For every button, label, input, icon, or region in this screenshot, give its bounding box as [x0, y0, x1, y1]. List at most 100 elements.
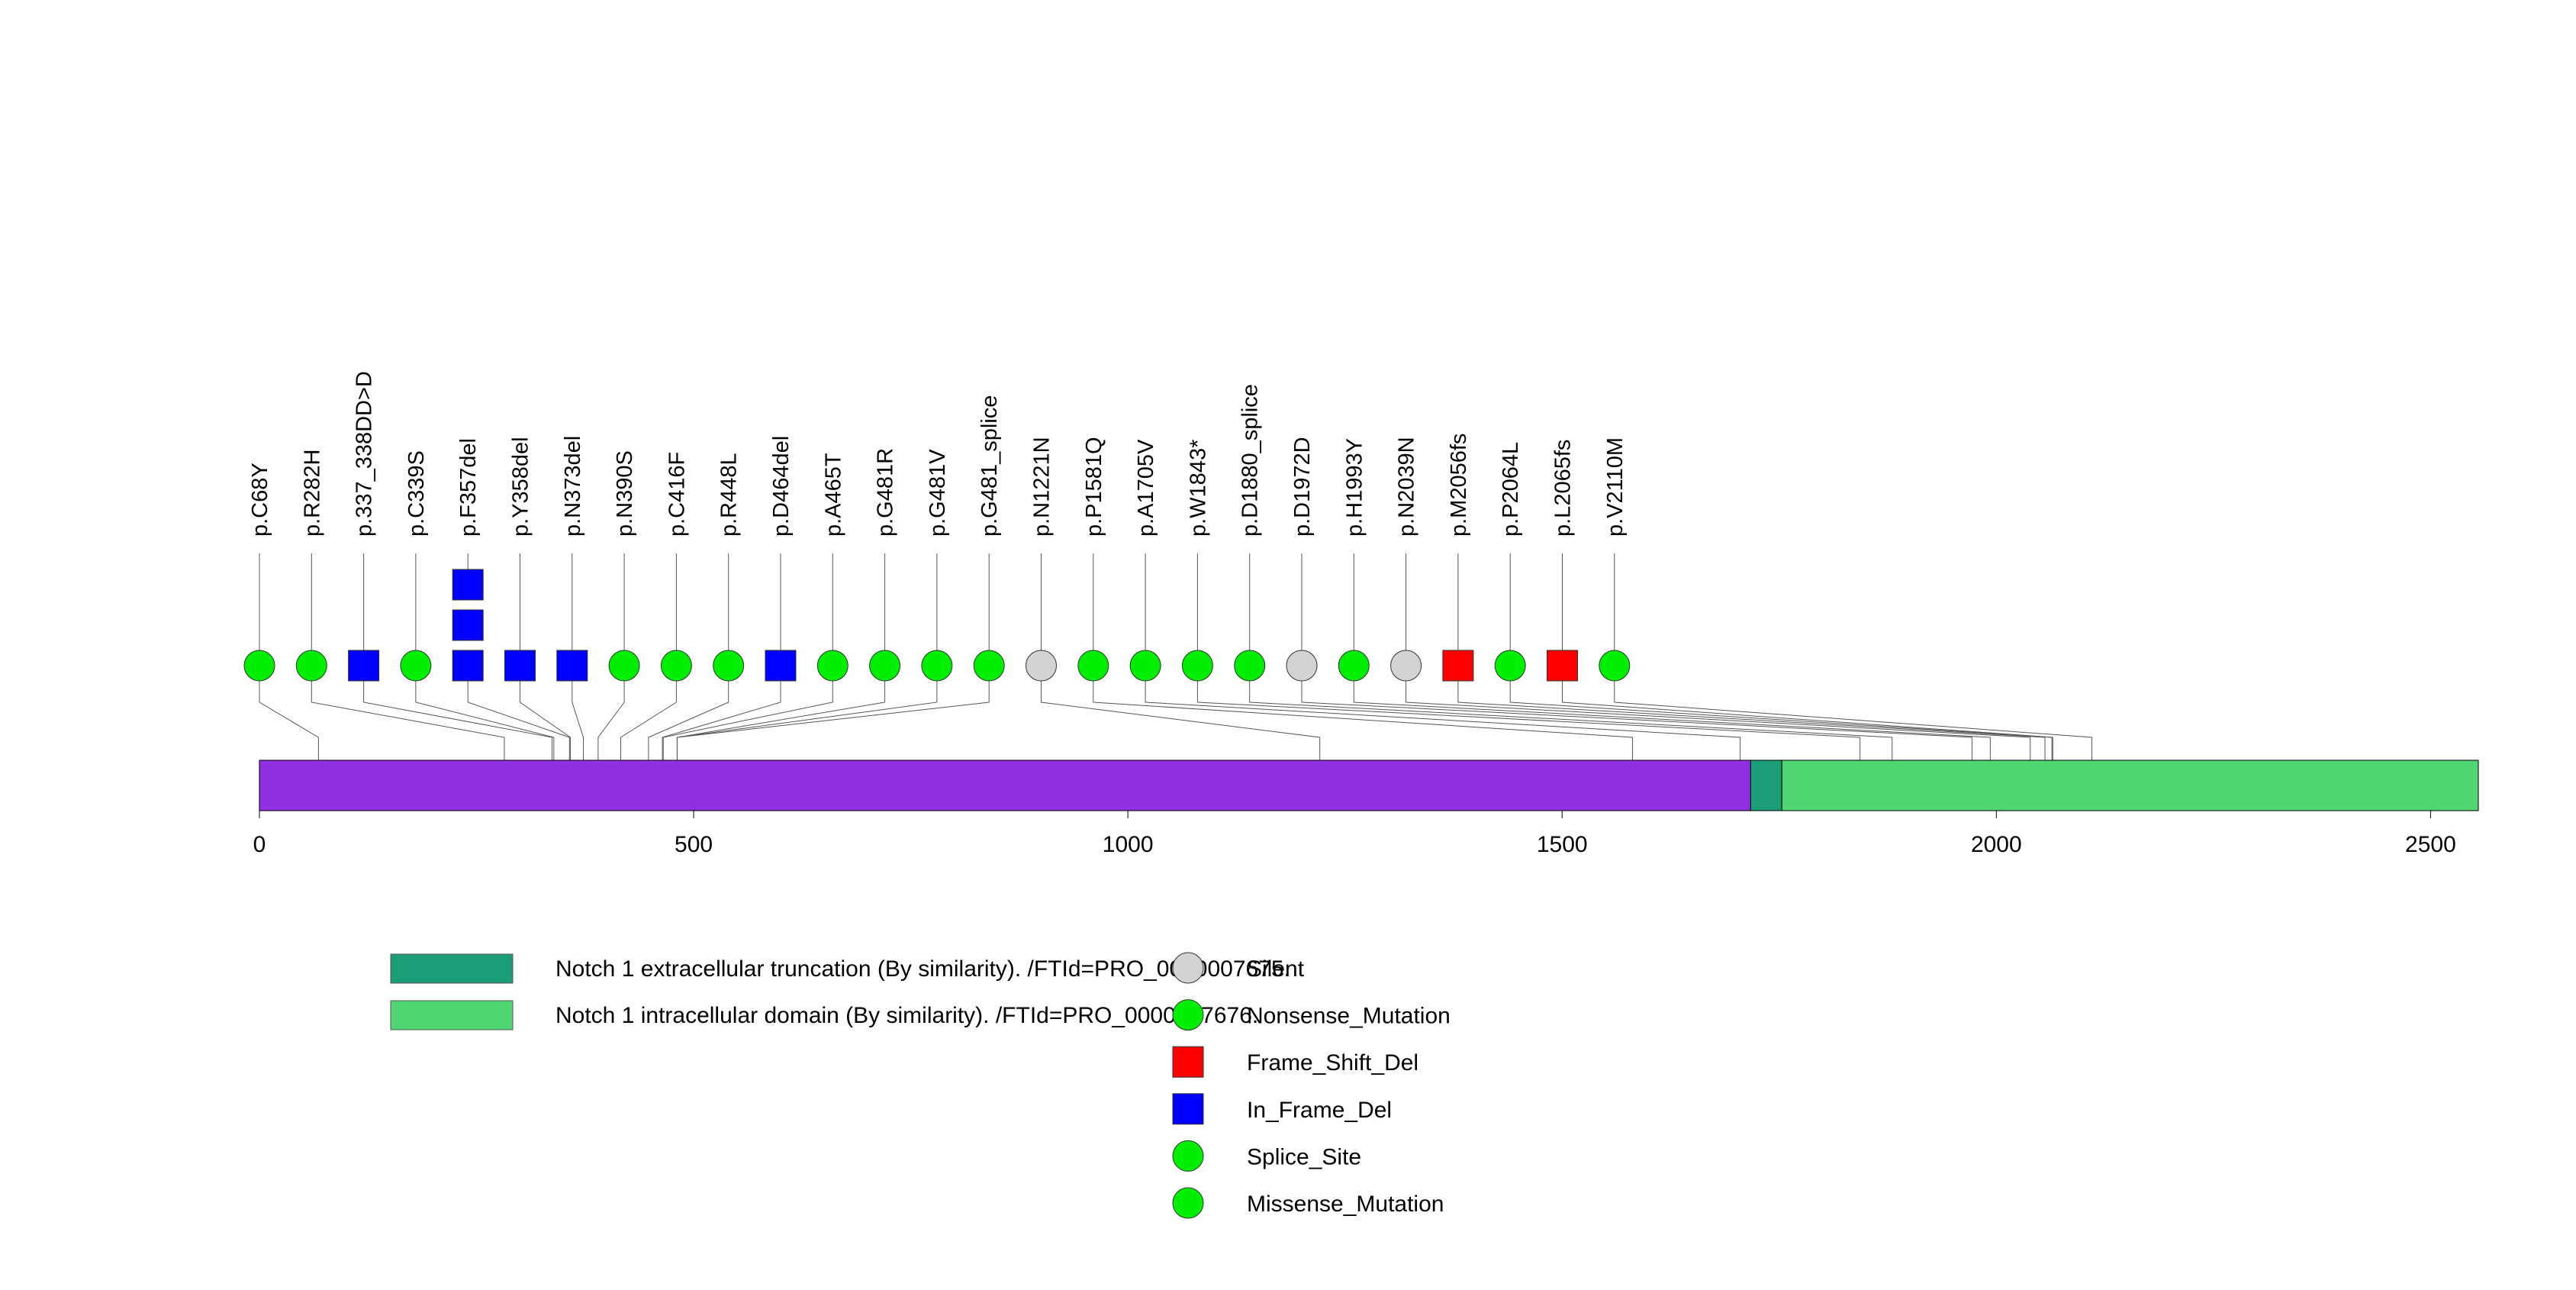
mutation-connector — [363, 666, 553, 760]
mutation-connector — [520, 666, 571, 760]
mutation-label: p.R448L — [717, 453, 742, 537]
mutation-connector — [1406, 666, 2031, 760]
mutation-marker-circle — [921, 650, 953, 682]
mutation-connector — [597, 666, 625, 760]
mutation-connector — [1457, 666, 2046, 760]
mutation-marker-square — [504, 650, 536, 682]
mutation-label: p.C339S — [404, 450, 429, 537]
mutation-label: p.P1581Q — [1082, 437, 1106, 537]
legend-marker-circle — [1172, 999, 1204, 1031]
mutation-label: p.D464del — [769, 436, 794, 537]
mutation-label: p.A465T — [821, 453, 845, 537]
mutation-label: p.G481V — [926, 449, 950, 537]
legend-label: Missense_Mutation — [1247, 1192, 1444, 1217]
mutation-marker-square — [765, 650, 797, 682]
mutation-marker-square — [348, 650, 380, 682]
mutation-connector — [676, 666, 938, 760]
legend-label: In_Frame_Del — [1247, 1098, 1392, 1123]
mutation-label: p.C416F — [665, 452, 689, 537]
domain-legend-label: Notch 1 extracellular truncation (By sim… — [555, 956, 1290, 982]
mutation-label: p.N390S — [613, 450, 637, 537]
legend-marker-circle — [1172, 1187, 1204, 1219]
mutation-marker-circle — [869, 650, 901, 682]
axis-tick-label: 2000 — [1971, 832, 2022, 857]
mutation-label: p.Y358del — [509, 437, 533, 537]
legend-marker-square — [1172, 1046, 1204, 1078]
domain-1 — [1750, 759, 1782, 811]
mutation-label: p.H1993Y — [1342, 438, 1367, 537]
domain-legend-label: Notch 1 intracellular domain (By similar… — [555, 1003, 1258, 1028]
mutation-layer: p.C68Y p.R282H p.337_338DD>D p.C339S p.F357d… — [243, 371, 2093, 811]
mutation-connector — [1093, 666, 1633, 760]
mutation-marker-circle — [660, 650, 692, 682]
mutation-connector — [1301, 666, 1972, 760]
mutation-marker-square — [452, 650, 484, 682]
mutation-label: p.A1705V — [1134, 439, 1158, 537]
mutation-marker-circle — [243, 650, 275, 682]
mutation-marker-circle — [1390, 650, 1422, 682]
mutation-connector — [572, 666, 584, 760]
legend-marker-circle — [1172, 952, 1204, 984]
mutation-label: p.M2056fs — [1447, 434, 1471, 537]
mutation-label: p.D1880_splice — [1238, 384, 1263, 537]
mutation-connector — [662, 666, 833, 760]
mutation-marker-circle — [1286, 650, 1318, 682]
mutation-connector — [1509, 666, 2053, 760]
mutation-label: p.G481R — [874, 448, 898, 537]
axis-tick-label: 2500 — [2405, 832, 2456, 857]
domain-2 — [1781, 759, 2479, 811]
mutation-connector — [662, 666, 781, 760]
protein-bar-layer — [259, 759, 2479, 811]
mutation-marker-circle — [400, 650, 432, 682]
legend: Notch 1 extracellular truncation (By sim… — [390, 952, 1451, 1219]
mutation-connector — [1145, 666, 1741, 760]
mutation-label: p.N373del — [561, 436, 585, 537]
legend-label: Silent — [1247, 956, 1305, 982]
mutation-label: p.G481_splice — [977, 395, 1002, 537]
mutation-connector — [1353, 666, 1991, 760]
mutation-marker-square — [452, 569, 484, 601]
mutation-connector — [1249, 666, 1893, 760]
mutation-label: p.L2065fs — [1551, 440, 1576, 537]
mutation-label: p.P2064L — [1499, 442, 1523, 537]
mutation-connector — [467, 666, 570, 760]
axis-tick-label: 0 — [253, 832, 266, 857]
legend-marker-circle — [1172, 1140, 1204, 1172]
mutation-connector — [311, 666, 505, 760]
axis-tick-label: 500 — [675, 832, 713, 857]
legend-label: Nonsense_Mutation — [1247, 1004, 1451, 1029]
mutation-marker-circle — [1234, 650, 1266, 682]
mutation-marker-circle — [1181, 650, 1213, 682]
mutation-connector — [1196, 666, 1861, 760]
mutation-label: p.N1221N — [1030, 437, 1055, 537]
mutation-connector — [1614, 666, 2093, 760]
mutation-connector — [259, 666, 319, 760]
mutation-label: p.R282H — [300, 450, 324, 537]
mutation-label: p.F357del — [456, 438, 481, 537]
mutation-marker-circle — [295, 650, 327, 682]
mutation-connector — [1562, 666, 2053, 760]
mutation-marker-square — [1442, 650, 1474, 682]
mutation-connector — [415, 666, 555, 760]
domain-legend-swatch — [390, 1000, 514, 1030]
axis-tick-label: 1000 — [1103, 832, 1154, 857]
mutation-label: p.D1972D — [1290, 437, 1315, 537]
mutation-marker-circle — [1599, 650, 1631, 682]
mutation-marker-circle — [1077, 650, 1109, 682]
legend-label: Splice_Site — [1247, 1144, 1361, 1169]
mutation-marker-square — [1547, 650, 1578, 682]
mutation-marker-circle — [1494, 650, 1526, 682]
mutation-marker-square — [452, 609, 484, 641]
mutation-connector — [648, 666, 729, 760]
mutation-label: p.337_338DD>D — [353, 371, 377, 537]
mutation-label: p.C68Y — [248, 463, 272, 537]
mutation-label: p.N2039N — [1395, 437, 1419, 537]
mutation-connector — [620, 666, 677, 760]
domain-legend-swatch — [390, 953, 514, 984]
legend-label: Frame_Shift_Del — [1247, 1050, 1418, 1076]
mutation-label: p.V2110M — [1603, 437, 1628, 537]
legend-marker-square — [1172, 1093, 1204, 1125]
mutation-label: p.W1843* — [1186, 440, 1210, 537]
mutation-marker-circle — [608, 650, 640, 682]
